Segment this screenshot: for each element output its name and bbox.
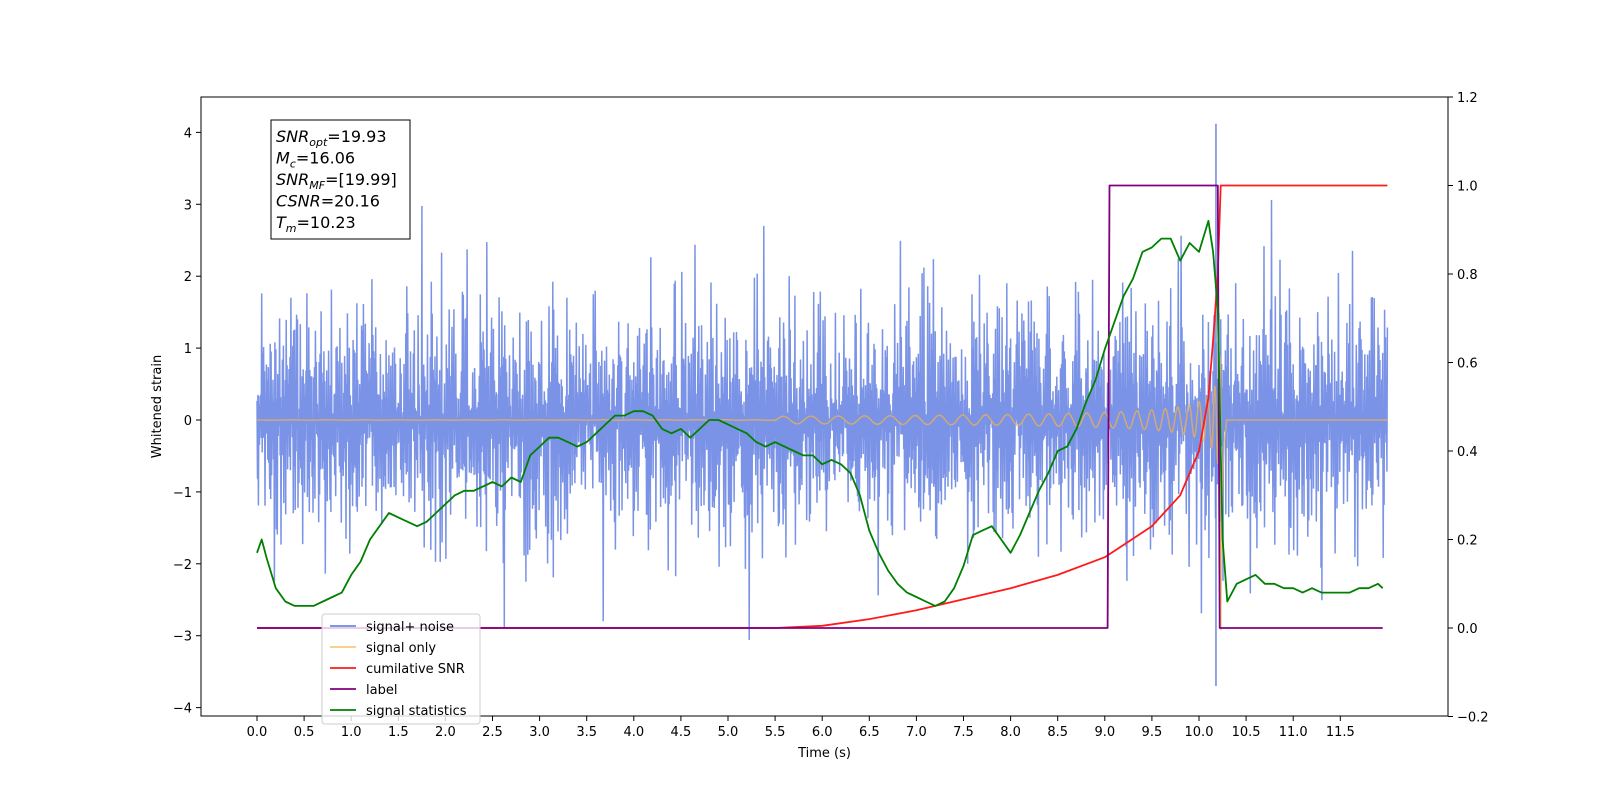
info-line: SNRopt=19.93	[276, 127, 387, 149]
info-sub: opt	[309, 136, 328, 149]
info-sub: MF	[309, 179, 325, 192]
info-main: T	[276, 213, 287, 232]
axes-layer: 0.0 0.5 1.0 1.5 2.0 2.5 3.0 3.5 4.0 4.5 5.0 5.5 6.0 6…	[150, 91, 1489, 761]
signal-statistics-line	[256, 220, 1384, 607]
info-line: CSNR=20.16	[276, 192, 380, 211]
x-tick-label: 4.5	[671, 725, 692, 740]
legend-signal-statistics-text: signal statistics	[366, 704, 467, 719]
y-right-tick-label: 0.4	[1457, 445, 1478, 460]
plot-frame	[200, 96, 1449, 717]
info-value: =20.16	[321, 192, 380, 211]
y-left-tick-label: −3	[173, 630, 192, 645]
y-left-tick-label: −1	[173, 486, 192, 501]
x-tick-label: 3.0	[529, 725, 550, 740]
y-right-tick-label: 0.0	[1457, 622, 1478, 637]
info-layer: SNRopt=19.93Mc=16.06SNRMF=[19.99]CSNR=20…	[270, 119, 411, 240]
y-right-tick-label: 0.2	[1457, 534, 1478, 549]
info-line: Mc=16.06	[276, 149, 355, 171]
x-tick-label: 9.0	[1094, 725, 1115, 740]
legend-layer: signal+ noise signal only cumilative SNR la…	[321, 613, 481, 725]
info-main: SNR	[276, 127, 309, 146]
info-value: =[19.99]	[325, 170, 397, 189]
y-left-tick-label: 4	[184, 126, 192, 141]
y-right-tick-label: 1.2	[1457, 91, 1478, 106]
y-right-tick-label: 0.6	[1457, 357, 1478, 372]
x-tick-label: 0.5	[294, 725, 315, 740]
x-tick-label: 11.0	[1279, 725, 1308, 740]
info-value: =19.93	[327, 127, 386, 146]
info-sub: m	[286, 222, 297, 235]
x-tick-label: 3.5	[576, 725, 597, 740]
legend-signal-noise-text: signal+ noise	[366, 620, 454, 635]
y-axis-label: Whitened strain	[150, 355, 165, 458]
cumulative-snr-line	[257, 184, 1388, 629]
x-axis-label: Time (s)	[797, 746, 851, 761]
legend-cumulative-snr-text: cumilative SNR	[366, 662, 465, 677]
x-tick-label: 1.0	[341, 725, 362, 740]
info-sub: c	[290, 158, 296, 171]
x-tick-label: 4.0	[623, 725, 644, 740]
y-right-tick-label: 0.8	[1457, 268, 1478, 283]
info-main: CSNR	[276, 192, 321, 211]
x-tick-label: 11.5	[1326, 725, 1355, 740]
info-value: =16.06	[296, 149, 355, 168]
info-main: SNR	[276, 170, 309, 189]
info-main: M	[276, 149, 290, 168]
plot-layer	[256, 123, 1389, 687]
y-left-tick-label: 2	[184, 270, 192, 285]
series-group	[256, 123, 1389, 687]
y-left-tick-label: 1	[184, 342, 192, 357]
y-left-tick-label: 3	[184, 198, 192, 213]
legend-signal-only-text: signal only	[366, 641, 436, 656]
y-left-tick-label: −2	[173, 558, 192, 573]
y-left-tick-label: −4	[173, 702, 192, 717]
x-tick-label: 9.5	[1142, 725, 1163, 740]
y-right-tick-label: 1.0	[1457, 180, 1478, 195]
x-tick-label: 5.5	[765, 725, 786, 740]
label-line	[257, 184, 1383, 629]
x-tick-label: 10.0	[1185, 725, 1214, 740]
x-tick-label: 1.5	[388, 725, 409, 740]
info-box	[270, 119, 411, 240]
info-line: SNRMF=[19.99]	[276, 170, 397, 192]
signal-noise-line	[256, 199, 1389, 641]
y-right-tick-label: −0.2	[1457, 711, 1489, 726]
info-line: Tm=10.23	[276, 213, 356, 235]
y-left-tick-label: 0	[184, 414, 192, 429]
signal-only-line	[257, 356, 1388, 631]
x-tick-label: 10.5	[1232, 725, 1261, 740]
x-tick-label: 7.5	[953, 725, 974, 740]
x-tick-label: 7.0	[906, 725, 927, 740]
x-tick-label: 2.0	[435, 725, 456, 740]
x-tick-label: 8.5	[1047, 725, 1068, 740]
info-value: =10.23	[297, 213, 356, 232]
legend-box	[321, 613, 481, 725]
x-tick-label: 5.0	[718, 725, 739, 740]
x-tick-label: 8.0	[1000, 725, 1021, 740]
x-tick-label: 0.0	[247, 725, 268, 740]
legend-label-text: label	[366, 683, 397, 698]
x-tick-label: 6.5	[859, 725, 880, 740]
x-tick-label: 6.0	[812, 725, 833, 740]
x-tick-label: 2.5	[482, 725, 503, 740]
